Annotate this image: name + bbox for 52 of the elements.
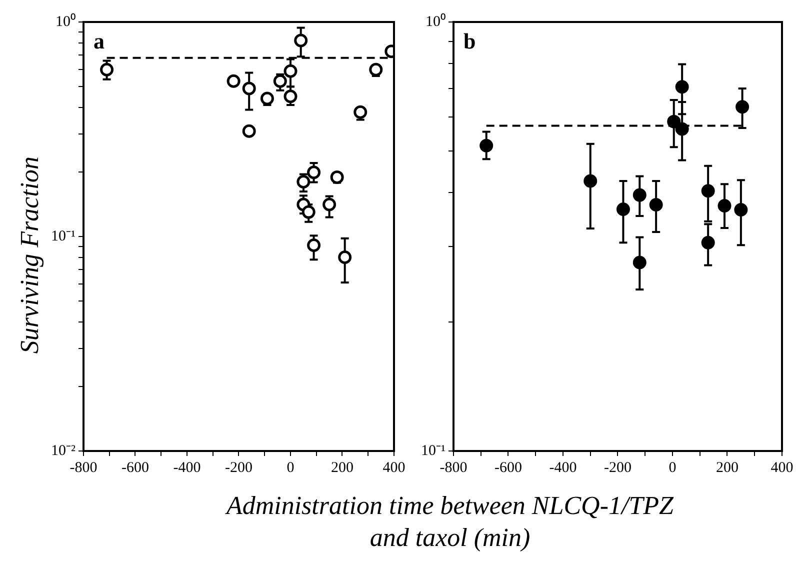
point bbox=[273, 74, 287, 88]
x-tick-label: -400 bbox=[173, 460, 201, 476]
x-tick-label: -800 bbox=[440, 460, 468, 476]
point bbox=[718, 198, 732, 212]
point bbox=[675, 122, 689, 136]
point bbox=[480, 138, 494, 152]
point bbox=[632, 188, 646, 202]
x-tick-label: 0 bbox=[286, 460, 294, 476]
point bbox=[338, 250, 352, 264]
x-tick-label: -400 bbox=[549, 460, 577, 476]
point bbox=[667, 114, 681, 128]
point bbox=[242, 124, 256, 138]
point bbox=[100, 62, 114, 76]
point bbox=[734, 203, 748, 217]
point bbox=[616, 202, 630, 216]
point bbox=[354, 105, 368, 119]
chart-title: a bbox=[93, 28, 104, 54]
point bbox=[584, 174, 598, 188]
point bbox=[632, 256, 646, 270]
x-tick-label: -800 bbox=[70, 460, 98, 476]
x-tick-label: -200 bbox=[604, 460, 632, 476]
x-tick-label: -600 bbox=[494, 460, 522, 476]
point bbox=[307, 238, 321, 252]
point bbox=[302, 205, 316, 219]
point bbox=[226, 74, 240, 88]
x-tick-label: -600 bbox=[122, 460, 149, 476]
point bbox=[701, 184, 715, 198]
point bbox=[649, 198, 663, 212]
y-tick-label: 10⁰ bbox=[425, 12, 446, 30]
point bbox=[242, 82, 256, 96]
y-tick-label: 10⁻² bbox=[50, 442, 76, 459]
point bbox=[701, 236, 715, 250]
point bbox=[284, 64, 298, 78]
point bbox=[307, 166, 321, 180]
y-tick-label: 10⁰ bbox=[55, 12, 76, 30]
y-tick-label: 10⁻¹ bbox=[50, 228, 76, 244]
point bbox=[322, 198, 336, 212]
point bbox=[284, 90, 298, 104]
x-tick-label: 0 bbox=[668, 460, 676, 476]
x-tick-label: -200 bbox=[225, 460, 252, 476]
point bbox=[736, 100, 750, 114]
point bbox=[296, 174, 310, 188]
y-axis-title: Surviving Fraction bbox=[15, 155, 45, 356]
point bbox=[675, 80, 689, 94]
x-tick-label: 400 bbox=[382, 460, 406, 476]
chart-title: b bbox=[463, 28, 476, 54]
x-tick-label: 400 bbox=[770, 460, 794, 476]
x-tick-label: 200 bbox=[331, 460, 354, 476]
point bbox=[294, 34, 308, 48]
y-tick-label: 10⁻¹ bbox=[420, 442, 446, 459]
x-tick-label: 200 bbox=[716, 460, 738, 476]
x-axis-title: Administration time between NLCQ-1/TPZ and taxol (min) bbox=[224, 490, 675, 554]
